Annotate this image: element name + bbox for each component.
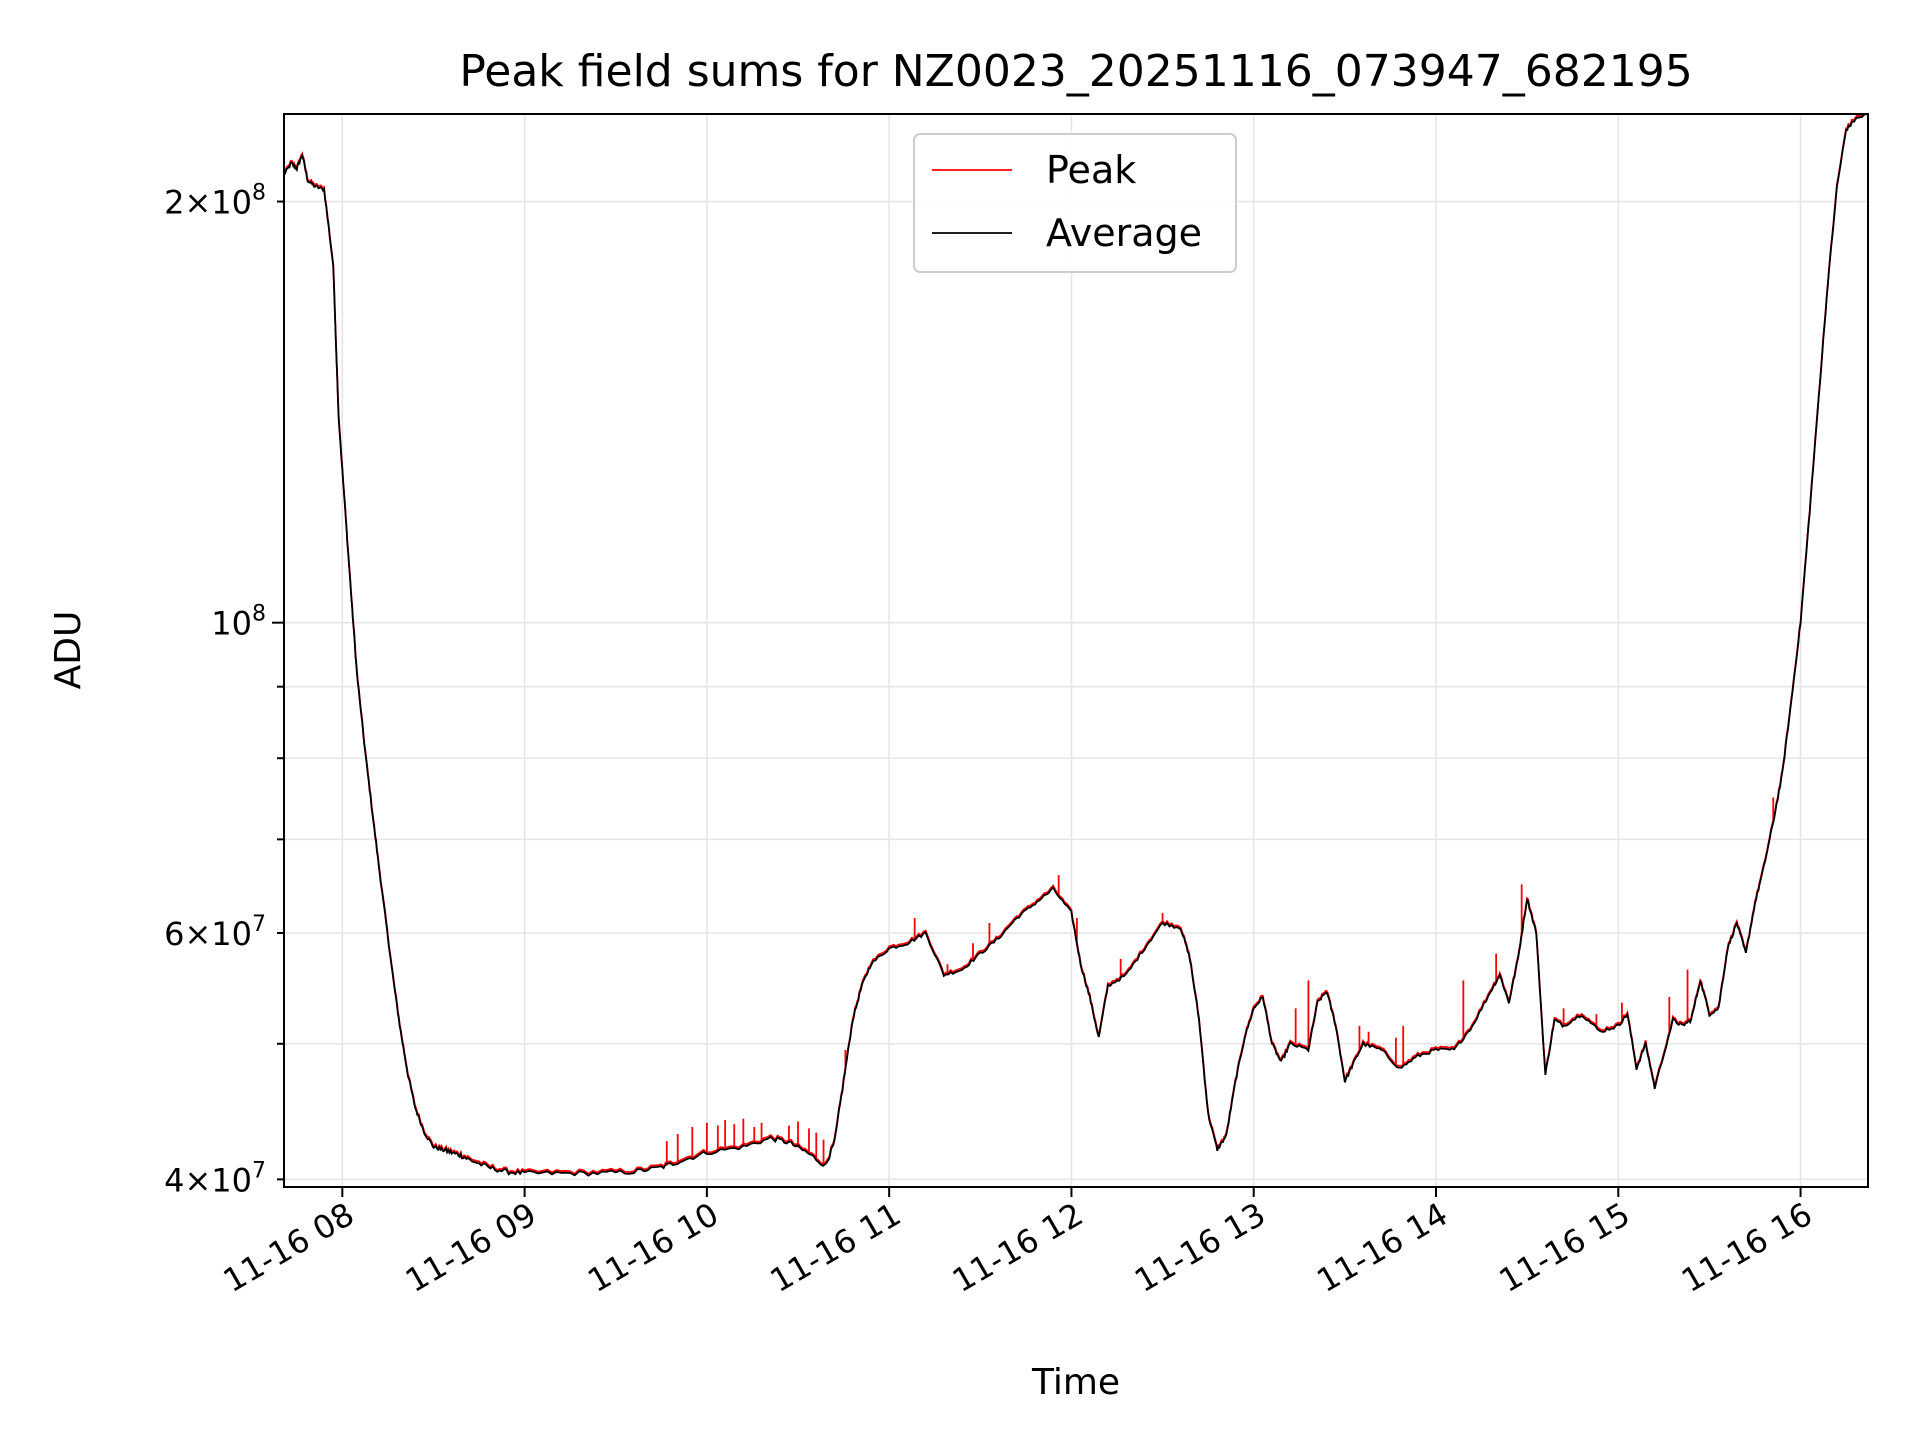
grid-lines — [284, 114, 1868, 1187]
legend-peak-label: Peak — [1046, 148, 1136, 192]
y-tick-label: 2×108 — [164, 181, 266, 222]
average-line — [284, 114, 1868, 1177]
y-axis: 108 4×107 6×107 2×108 — [164, 181, 284, 1199]
y-tick-label: 6×107 — [164, 912, 266, 953]
y-tick-label: 108 — [211, 602, 266, 643]
legend-average-label: Average — [1046, 211, 1202, 255]
legend: Peak Average — [913, 133, 1237, 273]
chart-title: Peak field sums for NZ0023_20251116_0739… — [459, 46, 1692, 97]
y-tick-label: 4×107 — [164, 1158, 266, 1199]
peak-series — [665, 797, 1775, 1166]
legend-box — [913, 133, 1237, 273]
plot-frame — [283, 113, 1869, 1188]
series-layer — [284, 114, 1868, 1177]
y-axis-label: ADU — [48, 611, 89, 690]
x-axis-label: Time — [1031, 1362, 1120, 1403]
